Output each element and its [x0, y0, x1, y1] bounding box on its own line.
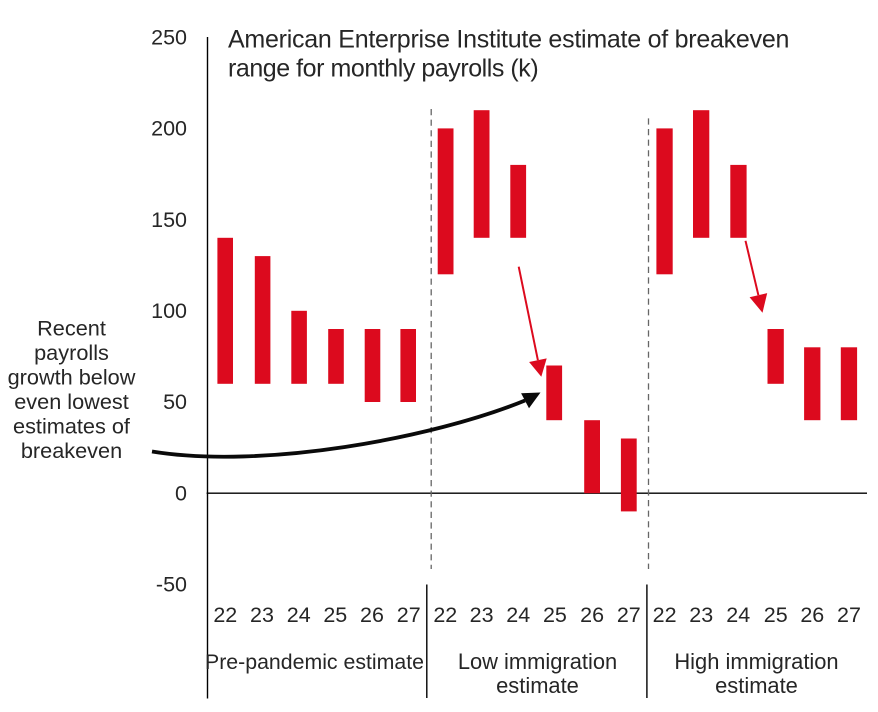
- svg-text:250: 250: [151, 25, 187, 49]
- svg-text:American Enterprise Institute: American Enterprise Institute estimate o…: [228, 26, 789, 54]
- svg-text:150: 150: [151, 208, 187, 232]
- svg-text:50: 50: [163, 390, 187, 414]
- svg-text:26: 26: [360, 603, 384, 627]
- svg-text:-50: -50: [156, 573, 187, 597]
- svg-text:25: 25: [764, 603, 788, 627]
- svg-text:estimate: estimate: [496, 673, 579, 698]
- svg-text:22: 22: [433, 603, 457, 627]
- svg-text:breakeven: breakeven: [21, 438, 122, 463]
- svg-text:27: 27: [397, 603, 421, 627]
- svg-text:range for monthly payrolls (k): range for monthly payrolls (k): [228, 55, 538, 83]
- svg-text:100: 100: [151, 299, 187, 323]
- svg-text:estimates of: estimates of: [13, 414, 131, 439]
- svg-text:growth below: growth below: [8, 365, 136, 390]
- svg-text:26: 26: [580, 603, 604, 627]
- svg-text:Recent: Recent: [37, 316, 106, 341]
- svg-text:estimate: estimate: [715, 673, 798, 698]
- svg-text:23: 23: [250, 603, 274, 627]
- svg-text:payrolls: payrolls: [34, 340, 109, 365]
- svg-text:27: 27: [837, 603, 861, 627]
- svg-text:even lowest: even lowest: [14, 389, 129, 414]
- svg-text:24: 24: [287, 603, 311, 627]
- svg-text:23: 23: [470, 603, 494, 627]
- svg-text:23: 23: [689, 603, 713, 627]
- svg-text:24: 24: [726, 603, 750, 627]
- svg-text:25: 25: [323, 603, 347, 627]
- svg-text:Pre-pandemic estimate: Pre-pandemic estimate: [205, 650, 424, 674]
- svg-text:Low immigration: Low immigration: [458, 649, 617, 674]
- svg-text:26: 26: [800, 603, 824, 627]
- svg-text:22: 22: [213, 603, 237, 627]
- svg-text:200: 200: [151, 117, 187, 141]
- svg-text:25: 25: [543, 603, 567, 627]
- svg-text:0: 0: [175, 481, 187, 505]
- svg-text:24: 24: [506, 603, 530, 627]
- svg-text:27: 27: [617, 603, 641, 627]
- svg-text:High immigration: High immigration: [674, 649, 838, 674]
- svg-text:22: 22: [653, 603, 677, 627]
